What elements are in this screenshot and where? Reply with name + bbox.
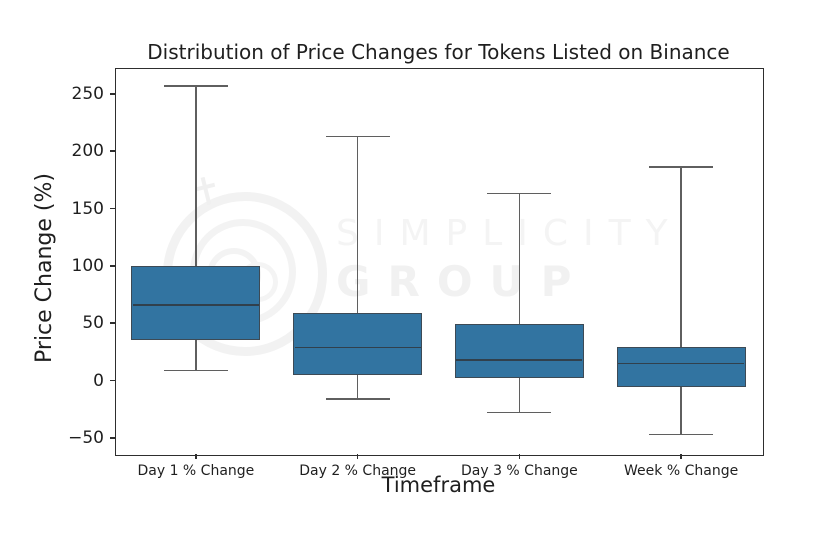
whisker-cap-lower (325, 398, 390, 400)
watermark-text-line1: SIMPLICITY (336, 213, 683, 254)
y-tick-label: 50 (82, 313, 104, 334)
y-tick-label: 150 (71, 198, 104, 219)
median-line (456, 359, 583, 361)
chart-title: Distribution of Price Changes for Tokens… (147, 40, 730, 64)
box (131, 265, 261, 341)
whisker-lower (680, 387, 682, 435)
median-line (132, 304, 259, 306)
whisker-cap-lower (649, 433, 714, 436)
x-tick-label: Week % Change (624, 463, 739, 479)
whisker-lower (518, 378, 521, 413)
whisker-upper (518, 193, 521, 325)
whisker-cap-upper (649, 166, 714, 168)
y-tick-label: −50 (68, 427, 104, 448)
box (454, 324, 584, 379)
whisker-lower (195, 340, 197, 371)
y-tick-mark (110, 93, 115, 95)
y-tick-label: 250 (71, 83, 104, 104)
median-line (294, 346, 421, 349)
x-tick-label: Day 1 % Change (137, 463, 255, 479)
x-tick-mark (680, 454, 682, 459)
whisker-cap-upper (487, 192, 552, 195)
box (616, 347, 746, 388)
y-tick-label: 0 (93, 370, 104, 391)
x-tick-mark (518, 454, 521, 459)
x-tick-label: Day 3 % Change (460, 463, 578, 479)
y-tick-mark (110, 322, 115, 324)
y-tick-mark (110, 265, 115, 267)
whisker-cap-lower (487, 411, 552, 414)
y-tick-label: 100 (71, 255, 104, 276)
x-tick-mark (356, 454, 359, 459)
whisker-lower (356, 374, 359, 399)
x-tick-label: Day 2 % Change (299, 463, 417, 479)
x-axis-label: Timeframe (381, 473, 496, 497)
plot-area (115, 68, 764, 456)
whisker-cap-upper (163, 85, 228, 87)
x-tick-mark (195, 454, 197, 459)
whisker-upper (195, 85, 197, 266)
y-tick-mark (110, 379, 115, 382)
y-tick-label: 200 (71, 141, 104, 162)
whisker-upper (356, 136, 359, 313)
box (293, 312, 423, 375)
whisker-cap-lower (163, 369, 228, 371)
median-line (618, 362, 745, 365)
whisker-cap-upper (325, 135, 390, 137)
watermark-text-line2: GROUP (336, 257, 589, 306)
y-tick-mark (110, 207, 115, 210)
y-tick-mark (110, 150, 115, 152)
y-tick-mark (110, 437, 115, 439)
whisker-upper (680, 167, 682, 348)
